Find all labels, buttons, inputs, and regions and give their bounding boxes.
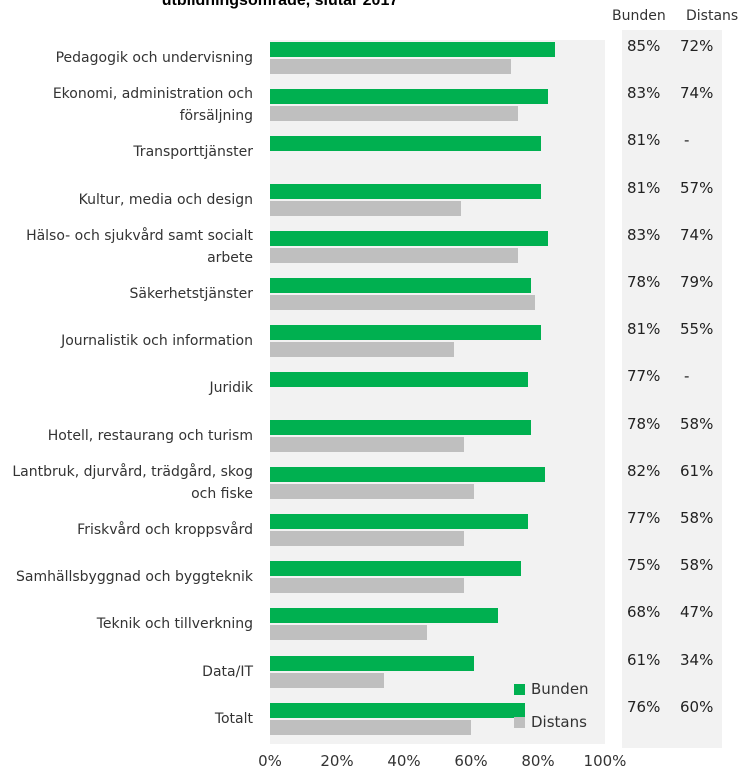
bar-distans	[270, 295, 535, 310]
category-label: Friskvård och kroppsvård	[77, 522, 253, 538]
bar-bunden	[270, 561, 522, 577]
category-label: Samhällsbyggnad och byggteknik	[16, 569, 253, 586]
table-value-bunden: 77%	[627, 509, 661, 527]
table-value-distans: 55%	[680, 320, 714, 339]
table-value-distans: 57%	[680, 178, 714, 197]
bar-distans	[270, 531, 465, 546]
table-value-bunden: 85%	[627, 37, 661, 55]
bar-distans	[270, 436, 465, 452]
table-value-bunden: 61%	[627, 650, 661, 669]
table-header-bunden: Bunden	[612, 8, 666, 24]
bar-bunden	[270, 278, 532, 293]
table-value-distans: 79%	[680, 273, 714, 291]
table-value-bunden: 81%	[627, 320, 661, 339]
bar-distans	[270, 483, 475, 499]
table-value-distans: -	[684, 367, 690, 386]
legend-item-distans: Distans	[514, 713, 587, 731]
bar-bunden	[270, 466, 545, 482]
table-value-bunden: 78%	[627, 414, 661, 433]
category-label: Data/IT	[202, 663, 253, 680]
bar-distans	[270, 719, 471, 735]
table-value-distans: 74%	[680, 84, 714, 103]
table-value-distans: 47%	[680, 603, 714, 622]
bar-distans	[270, 247, 518, 263]
category-label: Juridik	[209, 380, 253, 397]
category-label: Hälso- och sjukvård samt socialt arbete	[26, 227, 253, 266]
bar-bunden	[270, 419, 532, 435]
bar-distans	[270, 106, 518, 122]
category-label: Lantbruk, djurvård, trädgård, skog och f…	[12, 463, 253, 502]
bar-bunden	[270, 183, 542, 199]
table-value-distans: 58%	[680, 556, 714, 575]
table-value-distans: 58%	[680, 509, 714, 527]
bar-bunden	[270, 514, 528, 529]
table-value-bunden: 68%	[627, 603, 661, 622]
category-label: Ekonomi, administration och försäljning	[52, 86, 253, 125]
table-value-bunden: 75%	[627, 556, 661, 575]
table-value-bunden: 76%	[627, 697, 661, 716]
legend-label-distans: Distans	[531, 713, 587, 731]
x-tick-label: 100%	[583, 752, 627, 770]
category-label: Teknik och tillverkning	[96, 616, 253, 633]
table-value-distans: 58%	[680, 414, 714, 433]
bar-bunden	[270, 372, 528, 388]
table-value-distans: 72%	[680, 37, 714, 55]
table-value-bunden: 82%	[627, 461, 661, 480]
table-value-distans: 60%	[680, 697, 714, 716]
table-value-bunden: 83%	[627, 84, 661, 103]
legend-item-bunden: Bunden	[514, 680, 589, 698]
x-tick-label: 20%	[320, 752, 354, 770]
category-label: Transporttjänster	[133, 144, 253, 161]
table-value-bunden: 78%	[627, 273, 661, 291]
category-label: Kultur, media och design	[78, 191, 253, 208]
category-label: Pedagogik och undervisning	[55, 50, 253, 66]
bar-bunden	[270, 325, 542, 341]
table-value-distans: 34%	[680, 650, 714, 669]
category-label: Totalt	[214, 710, 253, 727]
x-tick-label: 0%	[258, 752, 282, 770]
legend-swatch-bunden	[514, 683, 525, 695]
table-value-bunden: 81%	[627, 178, 661, 197]
table-header-distans: Distans	[686, 8, 739, 24]
legend-swatch-distans	[514, 716, 525, 728]
category-label: Journalistik och information	[61, 333, 253, 350]
bar-bunden	[270, 230, 549, 246]
chart-title: utbildningsområde, slutår 2017	[161, 0, 399, 9]
bar-bunden	[270, 89, 549, 105]
bar-bunden	[270, 136, 542, 152]
bar-distans	[270, 672, 384, 688]
category-label: Hotell, restaurang och turism	[47, 427, 253, 444]
bar-distans	[270, 578, 465, 594]
legend-label-bunden: Bunden	[531, 680, 589, 698]
bar-distans	[270, 342, 455, 358]
table-value-bunden: 77%	[627, 367, 661, 386]
x-tick-label: 60%	[454, 752, 488, 770]
category-label: Säkerhetstjänster	[129, 286, 253, 302]
bar-bunden	[270, 702, 525, 718]
bar-distans	[270, 59, 512, 74]
value-table	[622, 30, 722, 748]
bar-bunden	[270, 655, 475, 671]
x-tick-label: 40%	[387, 752, 421, 770]
bar-bunden	[270, 42, 555, 57]
bar-distans	[270, 200, 461, 216]
table-value-distans: -	[684, 131, 690, 150]
bar-bunden	[270, 608, 498, 624]
bar-distans	[270, 625, 428, 641]
table-value-bunden: 83%	[627, 225, 661, 244]
x-tick-label: 80%	[521, 752, 555, 770]
table-value-distans: 74%	[680, 225, 714, 244]
table-value-bunden: 81%	[627, 131, 661, 150]
table-value-distans: 61%	[680, 461, 714, 480]
